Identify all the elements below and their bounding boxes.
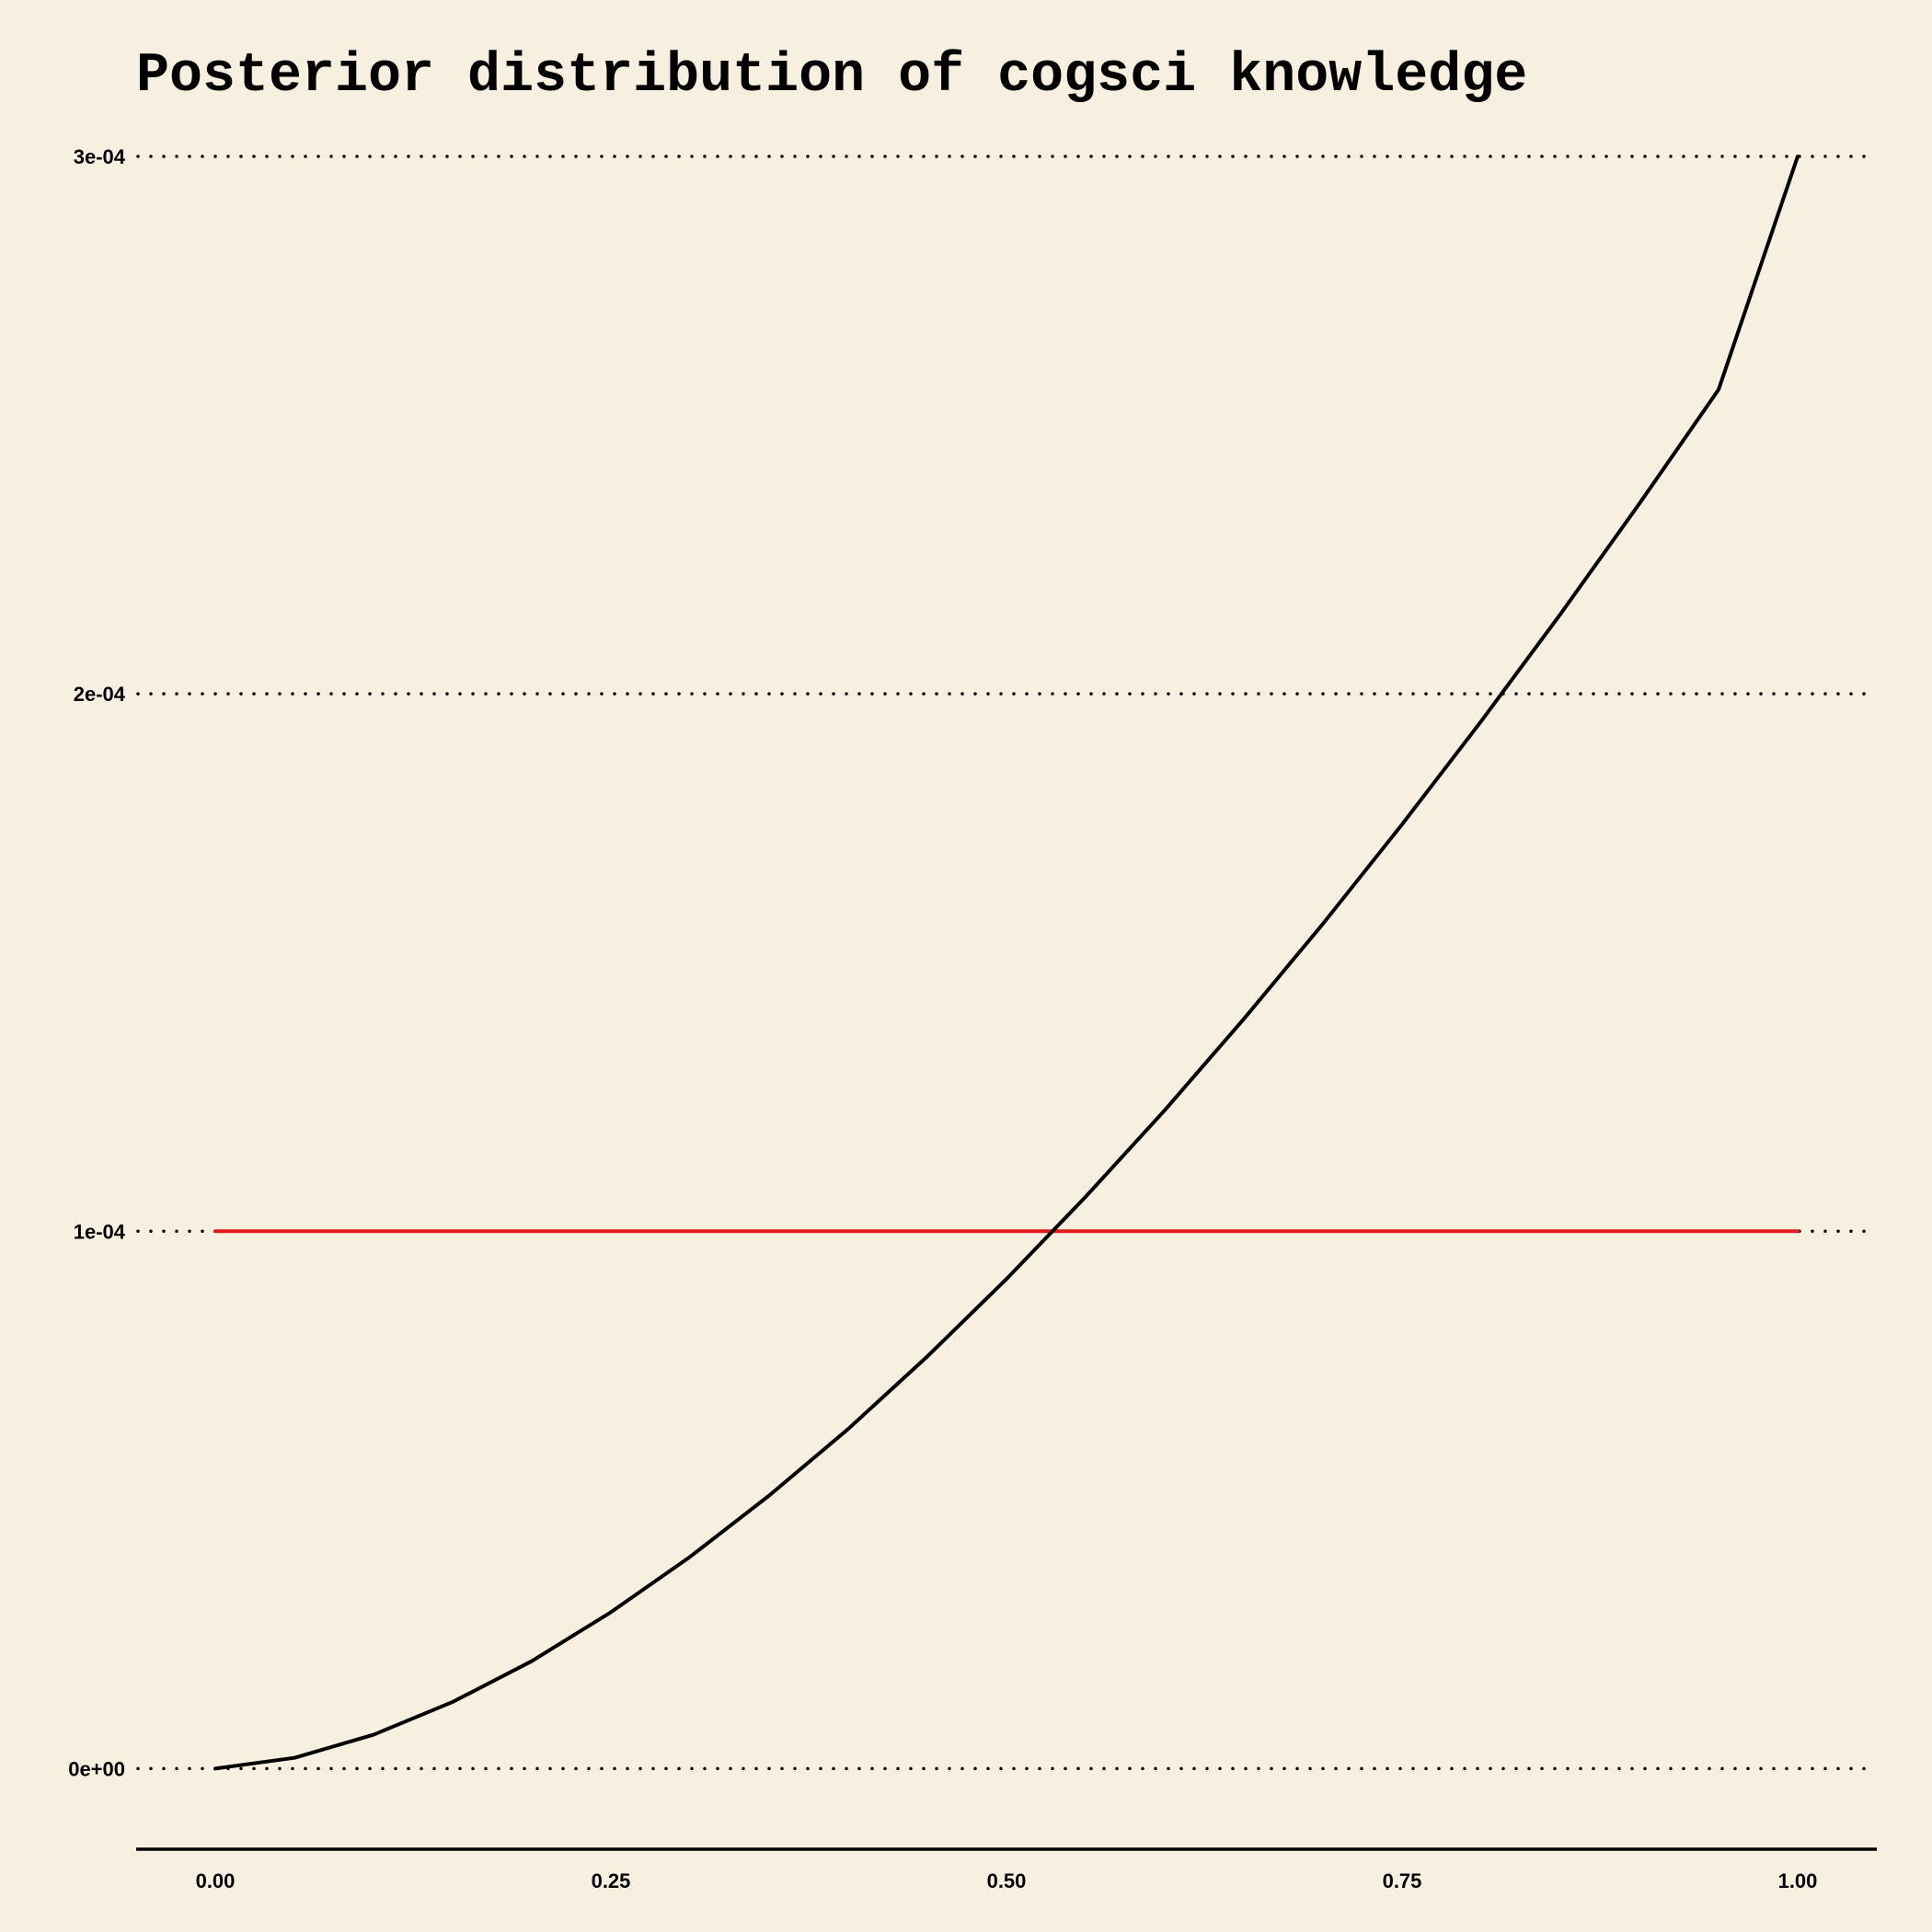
x-tick-label: 0.50 xyxy=(987,1869,1027,1892)
chart-title: Posterior distribution of cogsci knowled… xyxy=(136,45,1527,108)
series-layer xyxy=(213,155,1800,1771)
x-tick-label: 0.75 xyxy=(1383,1869,1422,1892)
x-tick-label: 1.00 xyxy=(1778,1869,1818,1892)
y-tick-label: 2e-04 xyxy=(74,683,126,706)
x-tick-label: 0.25 xyxy=(592,1869,631,1892)
x-axis-ticks: 0.00 0.25 0.50 0.75 1.00 xyxy=(196,1869,1818,1892)
y-tick-label: 0e+00 xyxy=(68,1757,125,1780)
y-tick-label: 1e-04 xyxy=(74,1220,126,1243)
gridlines xyxy=(136,155,1879,1771)
posterior-curve xyxy=(213,155,1800,1771)
y-axis-ticks: 0e+00 1e-04 2e-04 3e-04 xyxy=(68,145,126,1780)
x-tick-label: 0.00 xyxy=(196,1869,236,1892)
y-tick-label: 3e-04 xyxy=(74,145,126,168)
